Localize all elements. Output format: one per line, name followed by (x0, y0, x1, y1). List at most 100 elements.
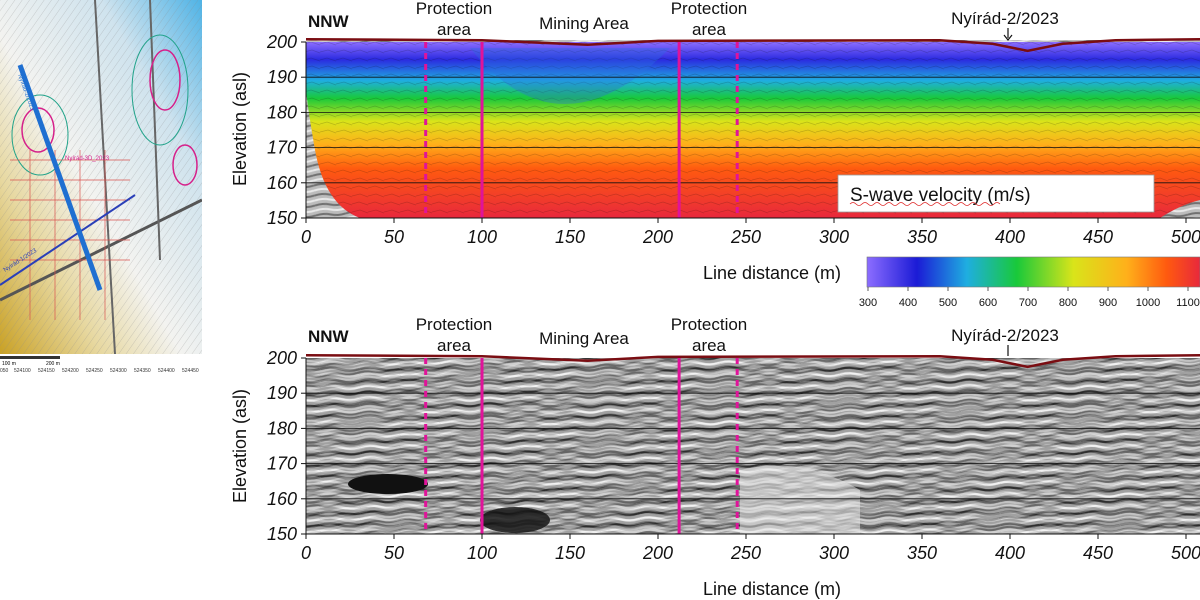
svg-text:050: 050 (0, 368, 9, 374)
seismic-annotation-area-1: area (437, 336, 472, 355)
x-tick-label: 250 (730, 543, 761, 563)
map-line-label: Nyírád-3D_2023 (65, 156, 110, 162)
velocity-annotation-area-1: area (437, 20, 472, 39)
y-tick-label: 160 (267, 173, 297, 193)
velocity-annotation-borehole: Nyírád-2/2023 (951, 9, 1059, 28)
y-tick-label: 150 (267, 208, 297, 228)
svg-text:524150: 524150 (38, 368, 55, 374)
x-tick-label: 50 (384, 227, 404, 247)
colorbar-tick-label: 700 (1019, 297, 1037, 309)
seismic-section-panel: NNW Protection area Mining Area Protecti… (230, 315, 1200, 599)
velocity-boundaries (424, 42, 739, 218)
x-tick-label: 500 (1171, 227, 1200, 247)
seismic-surface-line (305, 353, 1200, 369)
map-terrain-texture (0, 0, 202, 354)
map-road-3 (149, 0, 161, 261)
velocity-x-ticks: 0 50 100 150 200 250 300 350 400 450 500 (301, 217, 1200, 247)
x-tick-label: 150 (555, 227, 585, 247)
velocity-annotation-protection-1: Protection (416, 0, 493, 18)
velocity-annotation-protection-2: Protection (671, 0, 748, 18)
x-tick-label: 100 (467, 227, 497, 247)
velocity-x-axis-title: Line distance (m) (703, 263, 841, 283)
y-tick-label: 180 (267, 418, 297, 438)
x-tick-label: 100 (467, 543, 497, 563)
seismic-boundaries (424, 358, 739, 534)
x-tick-label: 450 (1083, 227, 1113, 247)
velocity-profile-panel: NNW Protection area Mining Area Protecti… (230, 0, 1200, 309)
y-tick-label: 190 (267, 67, 297, 87)
y-tick-label: 170 (267, 138, 297, 158)
velocity-annotation-area-2: area (692, 20, 727, 39)
map-contour (149, 49, 181, 111)
x-tick-label: 400 (995, 543, 1025, 563)
map-scale-bar (0, 356, 60, 359)
map-contour (21, 107, 55, 153)
colorbar-tick-label: 1100 (1176, 297, 1200, 309)
svg-text:524100: 524100 (14, 368, 31, 374)
velocity-legend-box (837, 174, 1155, 213)
x-tick-label: 200 (642, 227, 673, 247)
y-tick-label: 190 (267, 383, 297, 403)
seismic-gridlines (306, 392, 1200, 500)
seismic-annotation-area-2: area (692, 336, 727, 355)
y-tick-label: 180 (267, 102, 297, 122)
x-tick-label: 50 (384, 543, 404, 563)
seismic-direction-label: NNW (308, 327, 350, 346)
velocity-colorbar-ticks: 300 400 500 600 700 800 900 1000 1100 (859, 287, 1200, 309)
y-tick-label: 200 (266, 348, 297, 368)
seismic-dark-anomaly (348, 474, 428, 494)
seismic-y-axis-title: Elevation (asl) (230, 389, 250, 503)
x-tick-label: 450 (1083, 543, 1113, 563)
velocity-colorbar (866, 256, 1200, 288)
y-tick-label: 200 (266, 32, 297, 52)
map-contour (172, 144, 198, 186)
map-contour (11, 94, 69, 176)
y-tick-label: 150 (267, 524, 297, 544)
svg-text:524200: 524200 (62, 368, 79, 374)
map-scale-label: 200 m (46, 361, 60, 367)
x-tick-label: 300 (819, 227, 849, 247)
x-tick-label: 300 (819, 543, 849, 563)
map-line-main (17, 64, 103, 291)
colorbar-tick-label: 800 (1059, 297, 1077, 309)
x-tick-label: 200 (642, 543, 673, 563)
x-tick-label: 350 (907, 543, 937, 563)
svg-text:524450: 524450 (182, 368, 199, 374)
seismic-annotation-protection-2: Protection (671, 315, 748, 334)
x-tick-label: 0 (301, 543, 311, 563)
colorbar-tick-label: 400 (899, 297, 917, 309)
velocity-y-ticks: 200 190 180 170 160 150 (266, 32, 307, 228)
map-road (0, 198, 202, 302)
colorbar-tick-label: 300 (859, 297, 877, 309)
velocity-y-axis-title: Elevation (asl) (230, 72, 250, 186)
spellcheck-underline (849, 202, 1001, 206)
svg-text:524350: 524350 (134, 368, 151, 374)
site-map: Nyírád-3D_2023 Nyírád-2/2023 Nyírád-1/20… (0, 0, 202, 374)
seismic-dark-anomaly-2 (480, 507, 550, 533)
x-tick-label: 350 (907, 227, 937, 247)
seismic-x-axis-title: Line distance (m) (703, 579, 841, 599)
velocity-legend-title: S-wave velocity (m/s) (850, 185, 1031, 206)
y-tick-label: 170 (267, 454, 297, 474)
x-tick-label: 250 (730, 227, 761, 247)
seismic-annotation-protection-1: Protection (416, 315, 493, 334)
seismic-annotation-mining: Mining Area (539, 329, 629, 348)
seismic-annotation-borehole: Nyírád-2/2023 (951, 326, 1059, 345)
svg-text:524250: 524250 (86, 368, 103, 374)
map-contour (131, 34, 189, 146)
x-tick-label: 0 (301, 227, 311, 247)
colorbar-tick-label: 500 (939, 297, 957, 309)
x-tick-label: 500 (1171, 543, 1200, 563)
svg-text:524400: 524400 (158, 368, 175, 374)
x-tick-label: 150 (555, 543, 585, 563)
map-line-cross (0, 194, 136, 286)
velocity-model-texture (306, 42, 1200, 218)
map-coordinates: 050 524100 524150 524200 524250 524300 5… (0, 368, 199, 374)
map-scale-label: 100 m (2, 361, 16, 367)
velocity-annotation-mining: Mining Area (539, 14, 629, 33)
y-tick-label: 160 (267, 489, 297, 509)
velocity-direction-label: NNW (308, 12, 350, 31)
seismic-y-ticks: 200 190 180 170 160 150 (266, 348, 307, 544)
colorbar-tick-label: 600 (979, 297, 997, 309)
